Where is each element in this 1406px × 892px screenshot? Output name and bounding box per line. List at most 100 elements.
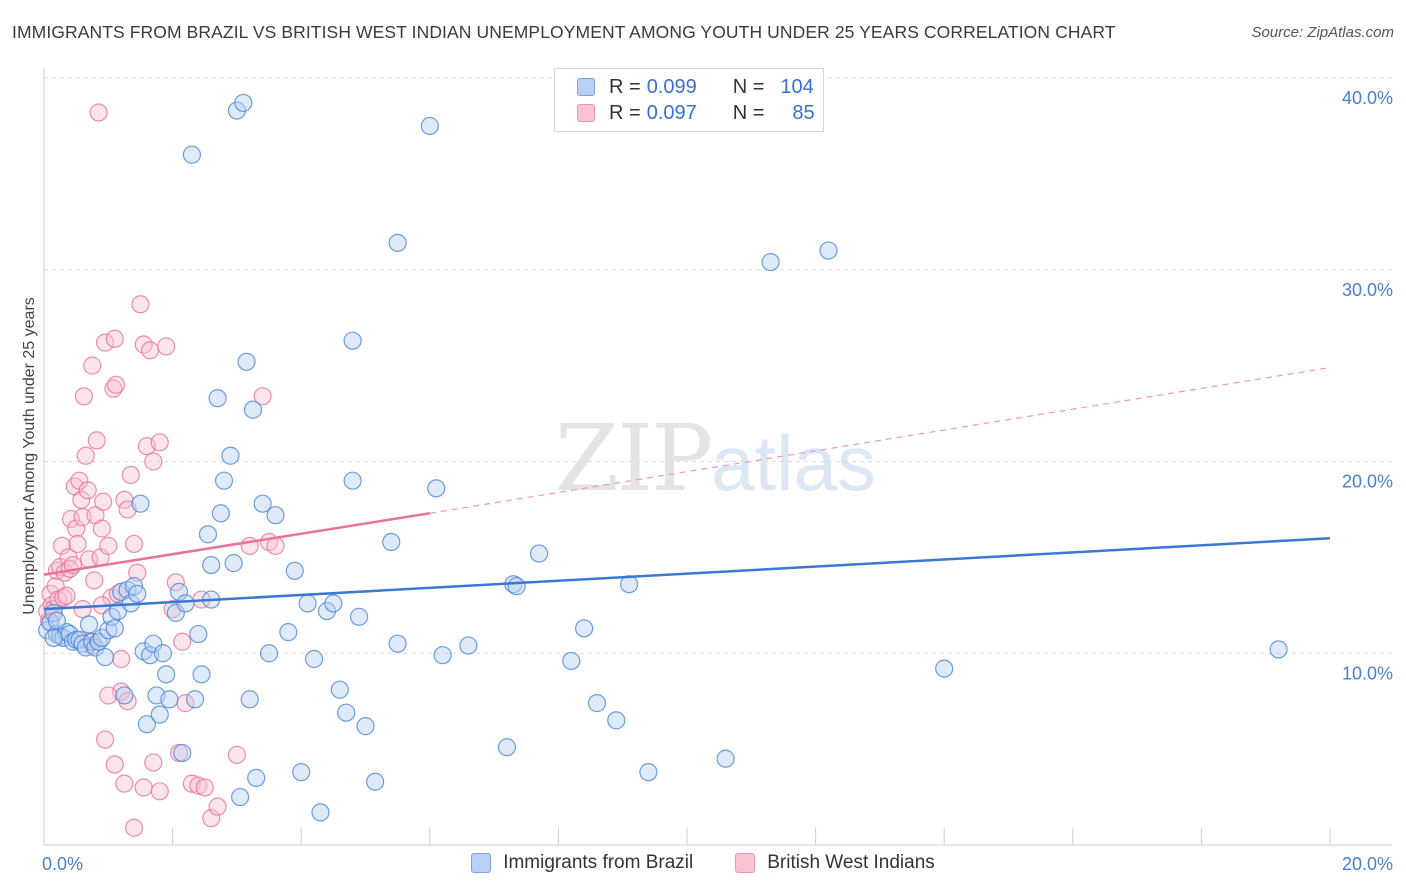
legend-r-value: 0.099 <box>646 75 697 98</box>
data-point-bwi <box>166 573 185 592</box>
data-point-bwi <box>131 295 150 314</box>
data-point-brazil <box>86 638 105 657</box>
data-point-brazil <box>311 803 330 822</box>
data-point-brazil <box>349 607 369 626</box>
data-point-bwi <box>208 797 227 816</box>
data-point-brazil <box>186 690 205 709</box>
legend-swatch-pink <box>735 853 756 873</box>
y-tick-label: 20.0% <box>1342 472 1393 492</box>
data-point-bwi <box>134 778 153 797</box>
data-point-brazil <box>304 649 324 669</box>
correlation-legend: R = 0.099 N = 104 R = 0.097 N = 85 <box>554 68 824 132</box>
data-point-brazil <box>343 471 362 490</box>
data-point-brazil <box>99 621 118 640</box>
data-point-bwi <box>128 563 147 582</box>
legend-label-bwi: British West Indians <box>767 852 935 873</box>
data-point-brazil <box>128 584 147 603</box>
legend-n-value: 104 <box>780 75 814 98</box>
data-point-brazil <box>330 680 349 699</box>
data-point-bwi <box>144 753 163 772</box>
legend-item-brazil[interactable]: Immigrants from Brazil <box>471 852 693 874</box>
legend-r-value: 0.097 <box>646 101 697 124</box>
legend-swatch-blue <box>471 853 492 873</box>
data-point-brazil <box>115 686 134 705</box>
data-point-brazil <box>169 582 189 601</box>
data-point-brazil <box>157 665 176 684</box>
data-point-brazil <box>202 555 221 575</box>
legend-n-label: N = <box>732 101 765 124</box>
data-point-brazil <box>150 705 169 724</box>
data-point-brazil <box>639 763 658 782</box>
data-point-bwi <box>227 745 246 764</box>
data-point-brazil <box>83 632 102 651</box>
tick-labels: 10.0% 20.0% 30.0% 40.0% 0.0% 20.0% <box>42 88 1393 874</box>
data-point-brazil <box>79 615 99 634</box>
data-point-brazil <box>1269 640 1288 659</box>
series-legend: Immigrants from Brazil British West Indi… <box>0 852 1406 874</box>
data-point-brazil <box>131 494 150 513</box>
data-point-bwi <box>189 776 208 795</box>
data-point-brazil <box>243 400 263 419</box>
data-point-brazil <box>153 644 173 663</box>
legend-swatch-blue <box>577 78 595 96</box>
x-tick-label: 20.0% <box>1342 854 1393 874</box>
data-point-brazil <box>208 389 227 408</box>
axes <box>43 68 1392 846</box>
data-point-brazil <box>41 613 60 632</box>
data-point-bwi <box>57 586 76 605</box>
legend-swatch-pink <box>577 104 595 122</box>
data-point-brazil <box>575 619 594 638</box>
data-point-brazil <box>420 116 439 136</box>
data-point-brazil <box>247 768 266 787</box>
y-tick-label: 10.0% <box>1342 663 1393 683</box>
data-point-brazil <box>192 665 211 684</box>
data-point-brazil <box>189 624 208 644</box>
data-point-brazil <box>935 659 954 678</box>
legend-r-label: R = <box>609 75 641 98</box>
data-point-brazil <box>105 619 124 638</box>
data-point-bwi <box>115 774 134 793</box>
data-point-brazil <box>427 479 446 498</box>
legend-label-brazil: Immigrants from Brazil <box>503 852 694 873</box>
data-point-bwi <box>54 588 73 607</box>
data-point-brazil <box>285 561 304 580</box>
data-point-bwi <box>68 534 87 554</box>
data-point-brazil <box>224 554 243 573</box>
data-point-brazil <box>366 772 385 791</box>
chart-title: IMMIGRANTS FROM BRAZIL VS BRITISH WEST I… <box>12 22 1116 42</box>
data-point-bwi <box>89 103 108 122</box>
trend-lines <box>43 366 1331 611</box>
data-point-brazil <box>356 717 375 736</box>
data-point-brazil <box>137 715 156 734</box>
data-point-bwi <box>85 571 104 590</box>
data-point-brazil <box>173 743 192 763</box>
data-point-bwi <box>195 778 214 797</box>
data-point-bwi <box>67 519 86 538</box>
data-point-brazil <box>237 352 256 371</box>
data-point-brazil <box>388 233 407 253</box>
trend-line-bwi <box>43 512 430 576</box>
data-point-brazil <box>44 628 63 648</box>
data-point-brazil <box>266 506 285 525</box>
data-point-brazil <box>298 594 317 613</box>
data-point-brazil <box>166 603 185 623</box>
trend-line-bwi-extrapolated <box>429 366 1331 514</box>
data-point-brazil <box>716 749 735 768</box>
data-point-brazil <box>324 594 343 613</box>
legend-item-bwi[interactable]: British West Indians <box>735 852 935 874</box>
data-point-bwi <box>73 600 92 619</box>
data-point-brazil <box>761 252 780 272</box>
data-point-bwi <box>94 492 113 511</box>
data-point-bwi <box>124 534 144 554</box>
data-point-brazil <box>182 145 201 164</box>
data-point-brazil <box>497 738 517 757</box>
data-point-brazil <box>388 634 407 653</box>
y-axis-label: Unemployment Among Youth under 25 years <box>21 297 38 615</box>
legend-row-brazil: R = 0.099 N = 104 <box>577 74 814 100</box>
data-point-brazil <box>95 647 115 667</box>
data-point-brazil <box>382 532 401 552</box>
legend-r-label: R = <box>609 101 641 124</box>
data-point-bwi <box>78 481 97 500</box>
data-point-brazil <box>562 651 581 671</box>
